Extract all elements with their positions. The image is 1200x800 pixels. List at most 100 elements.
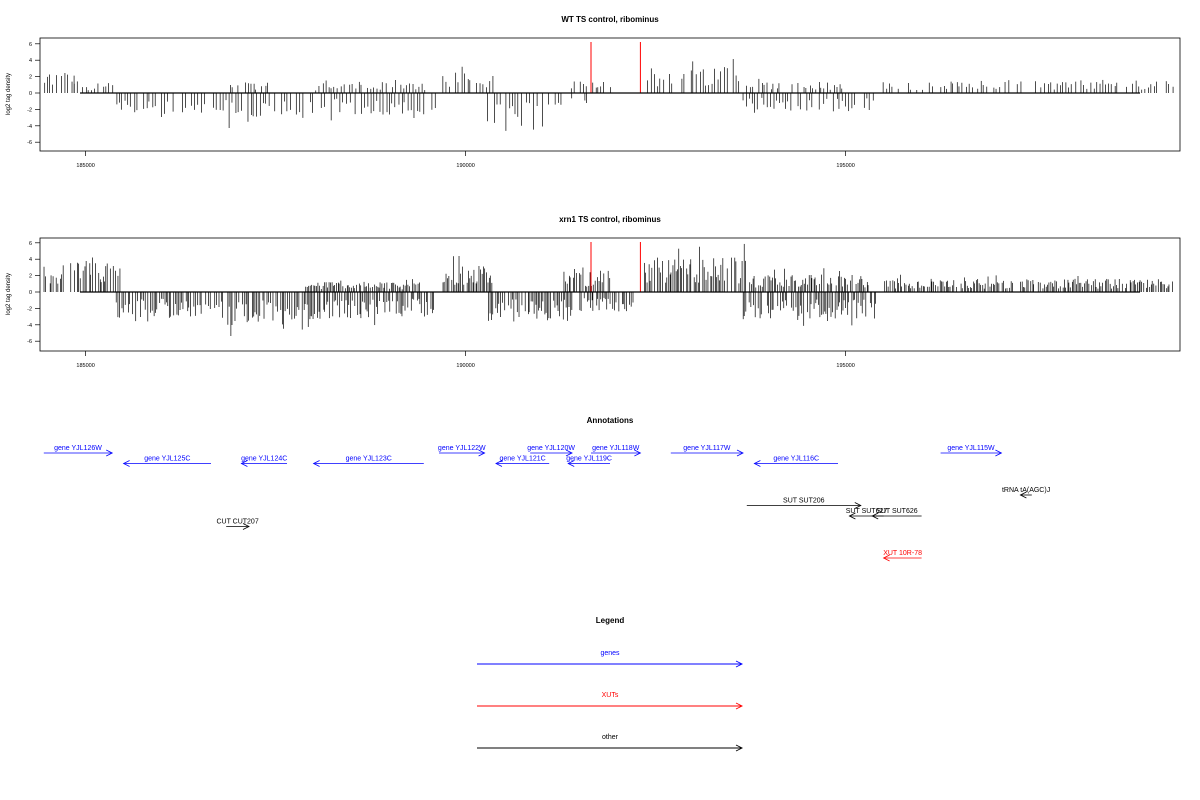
- annotation-arrowhead: [736, 449, 744, 457]
- annotation-feature: gene YJL119C: [566, 456, 612, 467]
- annotation-label: gene YJL122W: [438, 445, 486, 452]
- annotation-items: gene YJL126W gene YJL125C gene YJL124C gene…: [43, 445, 1050, 562]
- wt-track-bars: [44, 59, 1174, 131]
- legend-label: XUTs: [602, 692, 619, 699]
- annotation-arrowhead: [848, 512, 856, 520]
- annotation-feature: gene YJL120W: [527, 445, 575, 457]
- annotation-label: gene YJL118W: [592, 445, 640, 452]
- annotation-arrowhead: [753, 460, 761, 467]
- annotation-label: gene YJL116C: [773, 456, 819, 463]
- wt-y-tick-label: -6: [27, 140, 32, 146]
- annotation-arrowhead: [106, 449, 114, 457]
- annotation-arrowhead: [312, 460, 320, 467]
- annotation-label: gene YJL124C: [241, 456, 287, 463]
- wt-y-tick-label: -4: [27, 124, 32, 130]
- xrn1-track-y-axis: -6 -4 -2 0 2 4 6: [27, 241, 40, 345]
- xrn1-x-tick-label: 195000: [836, 363, 854, 369]
- xrn1-x-tick-label: 190000: [456, 363, 474, 369]
- legend-item: genes: [477, 650, 744, 668]
- legend-label: genes: [600, 650, 620, 657]
- annotation-arrowhead: [1019, 491, 1027, 499]
- annotation-label: CUT CUT207: [216, 519, 258, 526]
- annotation-label: SUT SUT627: [846, 508, 888, 515]
- annotation-feature: gene YJL124C: [240, 456, 287, 467]
- annotation-label: gene YJL115W: [947, 445, 995, 452]
- annotation-label: XUT 10R-78: [883, 550, 922, 557]
- xrn1-y-tick-label: -4: [27, 323, 32, 329]
- wt-track-frame: [39, 37, 1181, 152]
- annotation-arrowhead: [565, 449, 573, 457]
- annotation-arrowhead: [240, 460, 248, 467]
- annotation-feature: gene YJL123C: [312, 456, 424, 467]
- xrn1-y-tick-label: 6: [29, 241, 32, 247]
- legend-title: Legend: [596, 616, 625, 625]
- wt-x-tick-label: 190000: [456, 163, 474, 169]
- annotation-feature: gene YJL117W: [670, 445, 744, 457]
- wt-y-tick-label: 2: [29, 75, 32, 81]
- annotation-feature: gene YJL125C: [122, 456, 211, 467]
- annotation-feature: SUT SUT626: [871, 508, 922, 520]
- xrn1-track-panel: xrn1 TS control, ribominus log2 tag dens…: [6, 215, 1181, 369]
- annotation-feature: gene YJL121C: [495, 456, 550, 467]
- legend-item: XUTs: [477, 692, 744, 710]
- wt-track-y-axis: -6 -4 -2 0 2 4 6: [27, 42, 40, 146]
- xrn1-y-tick-label: 4: [29, 257, 32, 263]
- wt-x-tick-label: 185000: [76, 163, 94, 169]
- xrn1-track-frame: [39, 237, 1181, 352]
- legend-item: other: [477, 734, 744, 752]
- annotation-arrowhead: [882, 554, 890, 562]
- annotation-arrowhead: [871, 512, 879, 520]
- legend-panel: Legend genes XUTs other: [477, 616, 744, 752]
- xrn1-y-tick-label: 2: [29, 274, 32, 280]
- annotation-feature: gene YJL115W: [940, 445, 1003, 457]
- annotation-feature: tRNA tA(AGC)J: [1002, 487, 1050, 499]
- wt-track-panel: WT TS control, ribominus log2 tag densit…: [6, 15, 1181, 169]
- annotation-feature: SUT SUT206: [746, 498, 862, 509]
- legend-label: other: [602, 734, 619, 741]
- wt-y-tick-label: 4: [29, 58, 32, 64]
- annotation-label: SUT SUT206: [783, 498, 825, 505]
- annotation-label: SUT SUT626: [876, 508, 918, 515]
- annotation-label: gene YJL120W: [527, 445, 575, 452]
- wt-x-tick-label: 195000: [836, 163, 854, 169]
- annotation-feature: gene YJL122W: [438, 445, 486, 457]
- xrn1-track-title: xrn1 TS control, ribominus: [559, 215, 661, 224]
- annotation-feature: CUT CUT207: [216, 519, 259, 530]
- annotation-label: gene YJL123C: [346, 456, 392, 463]
- annotation-feature: gene YJL118W: [591, 445, 642, 457]
- wt-y-tick-label: 0: [29, 91, 32, 97]
- legend-arrowhead: [735, 702, 744, 710]
- xrn1-y-tick-label: -2: [27, 306, 32, 312]
- xrn1-track-bars: [43, 243, 1173, 336]
- annotation-arrowhead: [242, 523, 250, 530]
- xrn1-track-highlights: [590, 242, 641, 292]
- annotation-label: tRNA tA(AGC)J: [1002, 487, 1050, 494]
- annotation-label: gene YJL117W: [683, 445, 731, 452]
- wt-track-x-axis: 185000190000195000200000: [76, 151, 855, 169]
- annotations-title: Annotations: [587, 416, 634, 425]
- xrn1-track-ylabel: log2 tag density: [6, 273, 12, 315]
- wt-track-title: WT TS control, ribominus: [561, 15, 659, 24]
- wt-track-highlights: [590, 42, 641, 93]
- legend-items: genes XUTs other: [477, 650, 744, 752]
- xrn1-x-tick-label: 185000: [76, 363, 94, 369]
- legend-arrowhead: [735, 744, 744, 752]
- wt-y-tick-label: -2: [27, 107, 32, 113]
- annotation-arrowhead: [854, 502, 862, 509]
- xrn1-track-x-axis: 185000190000195000200000: [76, 351, 855, 369]
- annotation-arrowhead: [634, 449, 642, 457]
- wt-track-ylabel: log2 tag density: [6, 73, 12, 115]
- annotation-label: gene YJL126W: [54, 445, 102, 452]
- xrn1-y-tick-label: 0: [29, 290, 32, 296]
- annotation-arrowhead: [567, 460, 575, 467]
- legend-arrowhead: [735, 660, 744, 668]
- annotation-label: gene YJL119C: [566, 456, 612, 463]
- xrn1-y-tick-label: -6: [27, 339, 32, 345]
- annotation-label: gene YJL125C: [144, 456, 190, 463]
- wt-y-tick-label: 6: [29, 42, 32, 48]
- annotation-arrowhead: [478, 449, 486, 457]
- annotation-arrowhead: [495, 460, 503, 467]
- annotation-arrowhead: [995, 449, 1003, 457]
